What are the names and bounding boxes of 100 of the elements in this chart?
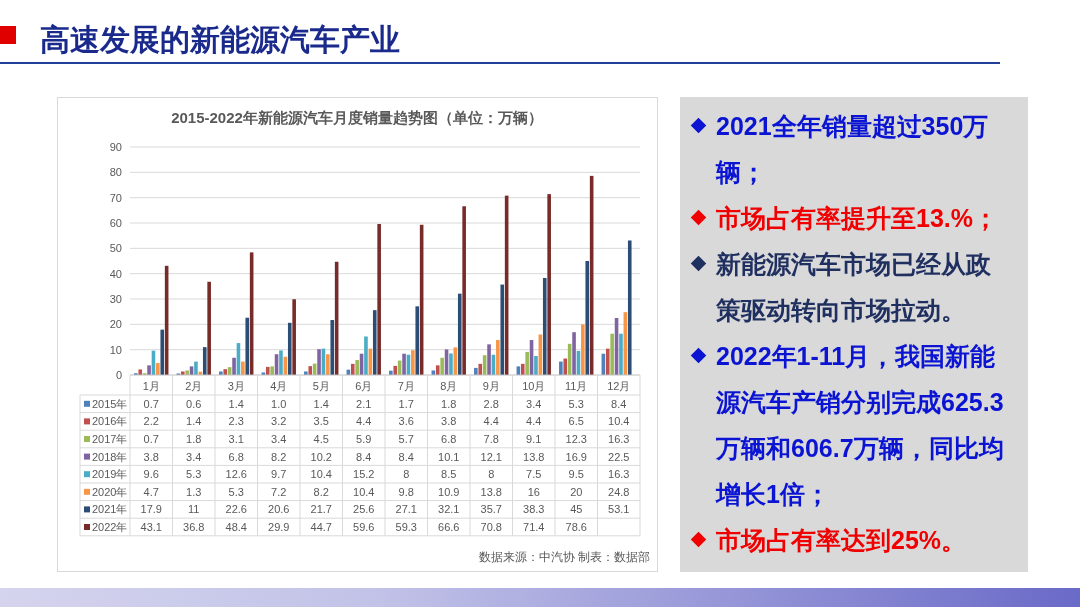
data-label: 7.8	[483, 433, 499, 445]
x-tick-label: 3月	[227, 380, 245, 392]
data-label: 59.6	[353, 521, 375, 533]
data-label: 4.4	[483, 415, 499, 428]
x-tick-label: 2月	[185, 380, 203, 392]
data-label: 9.6	[143, 468, 159, 481]
data-label: 10.4	[353, 485, 375, 498]
data-label: 44.7	[310, 521, 332, 533]
data-label: 3.4	[186, 450, 202, 463]
data-label: 3.4	[526, 397, 542, 410]
data-label: 29.9	[268, 521, 290, 533]
y-tick-label: 40	[109, 267, 122, 280]
data-label: 1.0	[271, 397, 287, 410]
data-label: 1.4	[313, 397, 329, 410]
data-label: 45	[570, 503, 583, 516]
x-tick-label: 12月	[607, 380, 631, 392]
data-label: 8.2	[271, 450, 287, 463]
data-label: 16.9	[565, 450, 587, 463]
x-tick-label: 4月	[270, 380, 288, 392]
data-label: 1.7	[398, 397, 414, 410]
y-tick-label: 10	[109, 343, 122, 356]
legend-label: 2019年	[92, 468, 128, 481]
data-label: 2.3	[228, 415, 244, 428]
data-label: 0.7	[143, 433, 159, 445]
data-label: 21.7	[310, 503, 332, 516]
data-label: 9.8	[398, 485, 414, 498]
data-label: 4.4	[356, 415, 372, 428]
x-tick-label: 10月	[522, 380, 546, 392]
data-label: 1.8	[186, 433, 202, 445]
data-label: 3.1	[228, 433, 244, 445]
data-label: 66.6	[438, 521, 460, 533]
data-label: 6.5	[568, 415, 584, 428]
data-label: 7.5	[526, 468, 542, 481]
data-label: 16	[527, 485, 540, 498]
x-tick-label: 5月	[312, 380, 330, 392]
legend-label: 2020年	[92, 485, 128, 498]
y-tick-label: 20	[109, 318, 122, 331]
data-label: 0.6	[186, 397, 202, 410]
x-tick-label: 11月	[565, 380, 588, 392]
data-label: 8.4	[356, 450, 372, 463]
data-label: 25.6	[353, 503, 375, 516]
data-label: 38.3	[523, 503, 545, 516]
data-label: 35.7	[480, 503, 502, 516]
text: 2022年1-11月，我国新能源汽车产销分别完成625.3万辆和606.7万辆，同比均增长1倍；	[716, 342, 1004, 508]
y-tick-label: 30	[109, 293, 122, 305]
x-tick-label: 8月	[440, 380, 458, 392]
data-label: 0.7	[143, 397, 159, 410]
y-tick-label: 90	[109, 141, 122, 153]
data-label: 6.8	[228, 450, 244, 463]
chart-subtitle: 2015-2022年新能源汽车月度销量趋势图（单位：万辆）	[171, 109, 543, 126]
data-label: 11	[188, 503, 200, 516]
data-label: 17.9	[140, 503, 162, 516]
x-tick-label: 1月	[142, 380, 160, 392]
data-label: 32.1	[438, 503, 460, 516]
data-label: 48.4	[225, 521, 247, 533]
data-label: 8.5	[441, 468, 457, 481]
data-label: 3.6	[398, 415, 414, 428]
data-label: 5.3	[228, 485, 244, 498]
data-label: 10.4	[310, 468, 332, 481]
data-label: 8.4	[611, 397, 627, 410]
data-label: 71.4	[523, 521, 545, 533]
data-label: 20.6	[268, 503, 290, 516]
data-label: 4.5	[313, 433, 329, 445]
data-label: 10.4	[608, 415, 630, 428]
data-label: 5.9	[356, 433, 372, 445]
data-label: 22.5	[608, 450, 630, 463]
data-label: 9.5	[568, 468, 584, 481]
legend-label: 2022年	[92, 521, 128, 533]
x-tick-label: 7月	[397, 380, 415, 392]
text: 市场占有率提升至13.%；	[716, 204, 998, 232]
y-tick-label: 50	[109, 242, 122, 255]
text: 2021全年销量超过350万辆；	[716, 112, 989, 186]
data-label: 8.4	[398, 450, 414, 463]
legend-label: 2017年	[92, 433, 128, 445]
data-label: 3.2	[271, 415, 287, 428]
data-label: 5.3	[568, 397, 584, 410]
data-label: 8.2	[313, 485, 329, 498]
data-label: 24.8	[608, 485, 630, 498]
data-label: 7.2	[271, 485, 287, 498]
legend-label: 2018年	[92, 450, 128, 463]
data-label: 3.4	[271, 433, 287, 445]
data-label: 53.1	[608, 503, 630, 516]
y-tick-label: 0	[115, 369, 122, 381]
data-label: 12.3	[565, 433, 587, 445]
y-tick-label: 70	[109, 191, 122, 204]
source-note: 数据来源：中汽协 制表：数据部	[478, 550, 650, 564]
data-label: 8	[488, 468, 495, 481]
data-label: 3.5	[313, 415, 329, 428]
data-label: 9.7	[271, 468, 287, 481]
legend-label: 2016年	[92, 415, 128, 428]
data-label: 20	[570, 485, 583, 498]
data-label: 1.3	[186, 485, 202, 498]
data-label: 78.6	[565, 521, 587, 533]
y-tick-label: 80	[109, 166, 122, 179]
data-label: 10.9	[438, 485, 460, 498]
data-label: 70.8	[480, 521, 502, 533]
data-label: 1.8	[441, 397, 457, 410]
data-label: 13.8	[480, 485, 502, 498]
data-label: 1.4	[228, 397, 244, 410]
legend-label: 2015年	[92, 397, 128, 410]
